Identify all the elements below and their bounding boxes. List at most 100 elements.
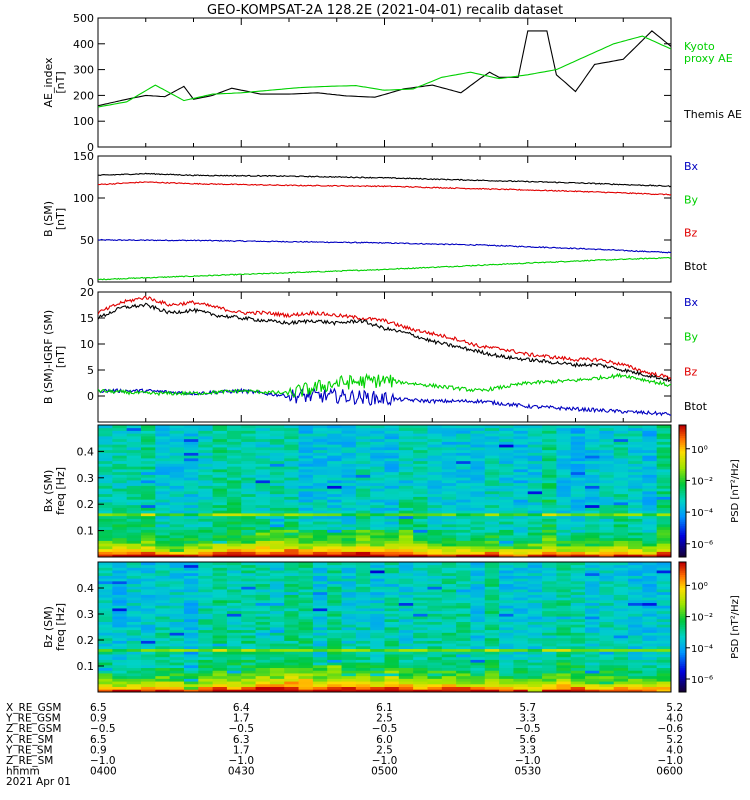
panel-frame [97,17,672,148]
colorbar-tick-label: 10⁰ [691,581,708,592]
colorbar-tick-label: 10⁰ [691,445,708,456]
y-tick-label: 10 [80,338,94,351]
ephemeris-value: 2.5 [376,713,393,725]
y-tick-label: 200 [73,89,94,102]
ephemeris-value: 6.0 [376,734,393,746]
ephemeris-value: −1.0 [372,755,398,767]
y-tick-label: 0 [87,390,94,403]
ephemeris-value: 6.5 [90,734,107,746]
ephemeris-value: −0.5 [90,723,116,735]
y-tick-label: 0.2 [77,634,95,647]
ephemeris-value: 1.7 [233,713,250,725]
colorbar: 10⁰ 10⁻² 10⁻⁴ 10⁻⁶ PSD [nT²/Hz] [678,561,741,693]
ephemeris-value: 0530 [514,766,541,778]
colorbar-tick-label: 10⁻⁴ [691,644,713,655]
series-line-btot [98,302,671,383]
ephemeris-row-label: X_RE_SM [6,734,53,746]
series-line-bz [98,181,671,196]
y-tick-label: 0.4 [77,445,95,458]
series-line-by [98,256,671,281]
ephemeris-row-label: Y_RE_GSM [5,713,61,725]
ephemeris-value: 2.5 [376,744,393,756]
y-tick-label: 15 [80,312,94,325]
ephemeris-value: 6.5 [90,702,107,714]
legend-entry: Bx [684,296,699,309]
colorbar-tick-label: 10⁻⁶ [691,540,713,551]
y-tick-label: 0.3 [77,608,95,621]
legend-entry: Bz [684,365,698,378]
y-axis-label: AE_index [42,57,55,108]
y-tick-label: 20 [80,286,94,299]
series-line-btot [98,172,671,188]
ephemeris-row-label: hhmm [6,766,40,778]
series-line-kyoto-proxy-ae [98,35,671,108]
y-tick-label: 0.2 [77,498,95,511]
y-tick-label: 150 [73,150,94,163]
y-tick-label: 50 [80,234,94,247]
y-axis-unit: freq [Hz] [54,603,67,651]
colorbar-label: PSD [nT²/Hz] [730,595,741,659]
ephemeris-value: 0430 [228,766,255,778]
ephemeris-value: 1.7 [233,744,250,756]
series-line-by [98,372,671,398]
ephemeris-value: 5.6 [519,734,536,746]
y-axis-label: Bz (SM) [42,606,55,648]
ephemeris-value: 3.3 [519,713,536,725]
ephemeris-value: 5.2 [666,702,683,714]
y-axis-label: B (SM) [42,201,55,237]
y-tick-label: 0.1 [77,660,95,673]
series-line-bx [98,238,671,254]
y-tick-label: 0 [87,141,94,154]
series-line-themis-ae [98,30,671,107]
legend-entry: By [684,193,699,206]
y-tick-label: 0.1 [77,525,95,538]
ephemeris-value: −1.0 [515,755,541,767]
panel-b_sm: B (SM) [nT] 0 50 100 150 Bx By Bz Btot [42,150,708,289]
ephemeris-value: −0.5 [372,723,398,735]
y-tick-label: 100 [73,115,94,128]
ephemeris-value: 0500 [371,766,398,778]
ephemeris-value: 0.9 [90,713,107,725]
ephemeris-row-label: Y_RE_SM [5,744,53,756]
ephemeris-value: 0400 [90,766,117,778]
ephemeris-value: −1.0 [229,755,255,767]
y-axis-unit: [nT] [54,71,67,93]
y-axis-unit: [nT] [54,208,67,230]
legend-entry: Themis AE [683,108,742,121]
ephemeris-value: 4.0 [666,744,683,756]
spectrogram-cells [98,562,672,693]
y-tick-label: 100 [73,192,94,205]
ephemeris-value: 6.4 [233,702,250,714]
ephemeris-value: −1.0 [90,755,116,767]
y-axis-unit: [nT] [54,346,67,368]
y-tick-label: 300 [73,64,94,77]
legend-entry: proxy AE [684,52,733,65]
colorbar: 10⁰ 10⁻² 10⁻⁴ 10⁻⁶ PSD [nT²/Hz] [678,424,741,558]
ephemeris-row-label: 2021 Apr 01 [6,776,71,788]
panel-frame [97,291,672,423]
legend-entry: Kyoto [684,40,715,53]
ephemeris-table: X_RE_GSMY_RE_GSMZ_RE_GSMX_RE_SMY_RE_SMZ_… [5,702,683,788]
y-tick-label: 5 [87,364,94,377]
ephemeris-row-label: Z_RE_GSM [6,723,61,735]
colorbar-tick-label: 10⁻² [691,613,713,624]
ephemeris-value: 0600 [656,766,683,778]
y-axis-label: Bx (SM) [42,470,55,513]
colorbar-tick-label: 10⁻⁴ [691,508,713,519]
ephemeris-value: 5.2 [666,734,683,746]
y-tick-label: 0 [87,276,94,289]
ephemeris-value: 5.7 [519,702,536,714]
panel-spec_bx: Bx (SM) freq [Hz]0.10.20.30.4 10⁰10⁻²10⁻⁴1… [42,424,741,558]
ephemeris-value: −0.6 [658,723,684,735]
colorbar-tick-label: 10⁻⁶ [691,675,713,686]
y-axis-label: B (SM)-IGRF (SM) [42,310,55,404]
ephemeris-value: 6.3 [233,734,250,746]
spectrogram-cells [98,425,672,558]
ephemeris-value: −0.5 [229,723,255,735]
panel-spec_bz: Bz (SM) freq [Hz]0.10.20.30.4 10⁰10⁻²10⁻⁴1… [42,561,741,693]
ephemeris-row-label: X_RE_GSM [6,702,61,714]
y-tick-label: 0.3 [77,472,95,485]
colorbar-label: PSD [nT²/Hz] [730,459,741,523]
